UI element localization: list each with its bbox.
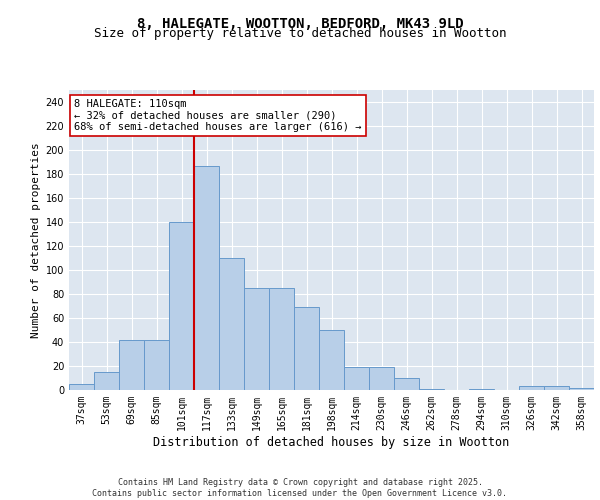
Bar (219, 258, 244, 390)
Text: 8, HALEGATE, WOOTTON, BEDFORD, MK43 9LD: 8, HALEGATE, WOOTTON, BEDFORD, MK43 9LD (137, 18, 463, 32)
Bar (394, 378, 419, 390)
Bar (569, 388, 594, 390)
Bar (194, 166, 219, 390)
Bar (94, 372, 119, 390)
Bar (544, 386, 569, 390)
Bar (419, 389, 444, 390)
Bar (319, 330, 344, 390)
Bar (169, 222, 194, 390)
Bar (144, 340, 169, 390)
Bar (519, 386, 544, 390)
Bar (244, 288, 269, 390)
Text: Size of property relative to detached houses in Wootton: Size of property relative to detached ho… (94, 28, 506, 40)
Bar (119, 340, 144, 390)
Y-axis label: Number of detached properties: Number of detached properties (31, 142, 41, 338)
Bar (294, 307, 319, 390)
Bar (69, 384, 94, 390)
Bar (369, 367, 394, 390)
Bar (269, 288, 294, 390)
Bar (344, 367, 369, 390)
Text: 8 HALEGATE: 110sqm
← 32% of detached houses are smaller (290)
68% of semi-detach: 8 HALEGATE: 110sqm ← 32% of detached hou… (74, 99, 362, 132)
Text: Contains HM Land Registry data © Crown copyright and database right 2025.
Contai: Contains HM Land Registry data © Crown c… (92, 478, 508, 498)
X-axis label: Distribution of detached houses by size in Wootton: Distribution of detached houses by size … (154, 436, 509, 448)
Bar (469, 389, 494, 390)
